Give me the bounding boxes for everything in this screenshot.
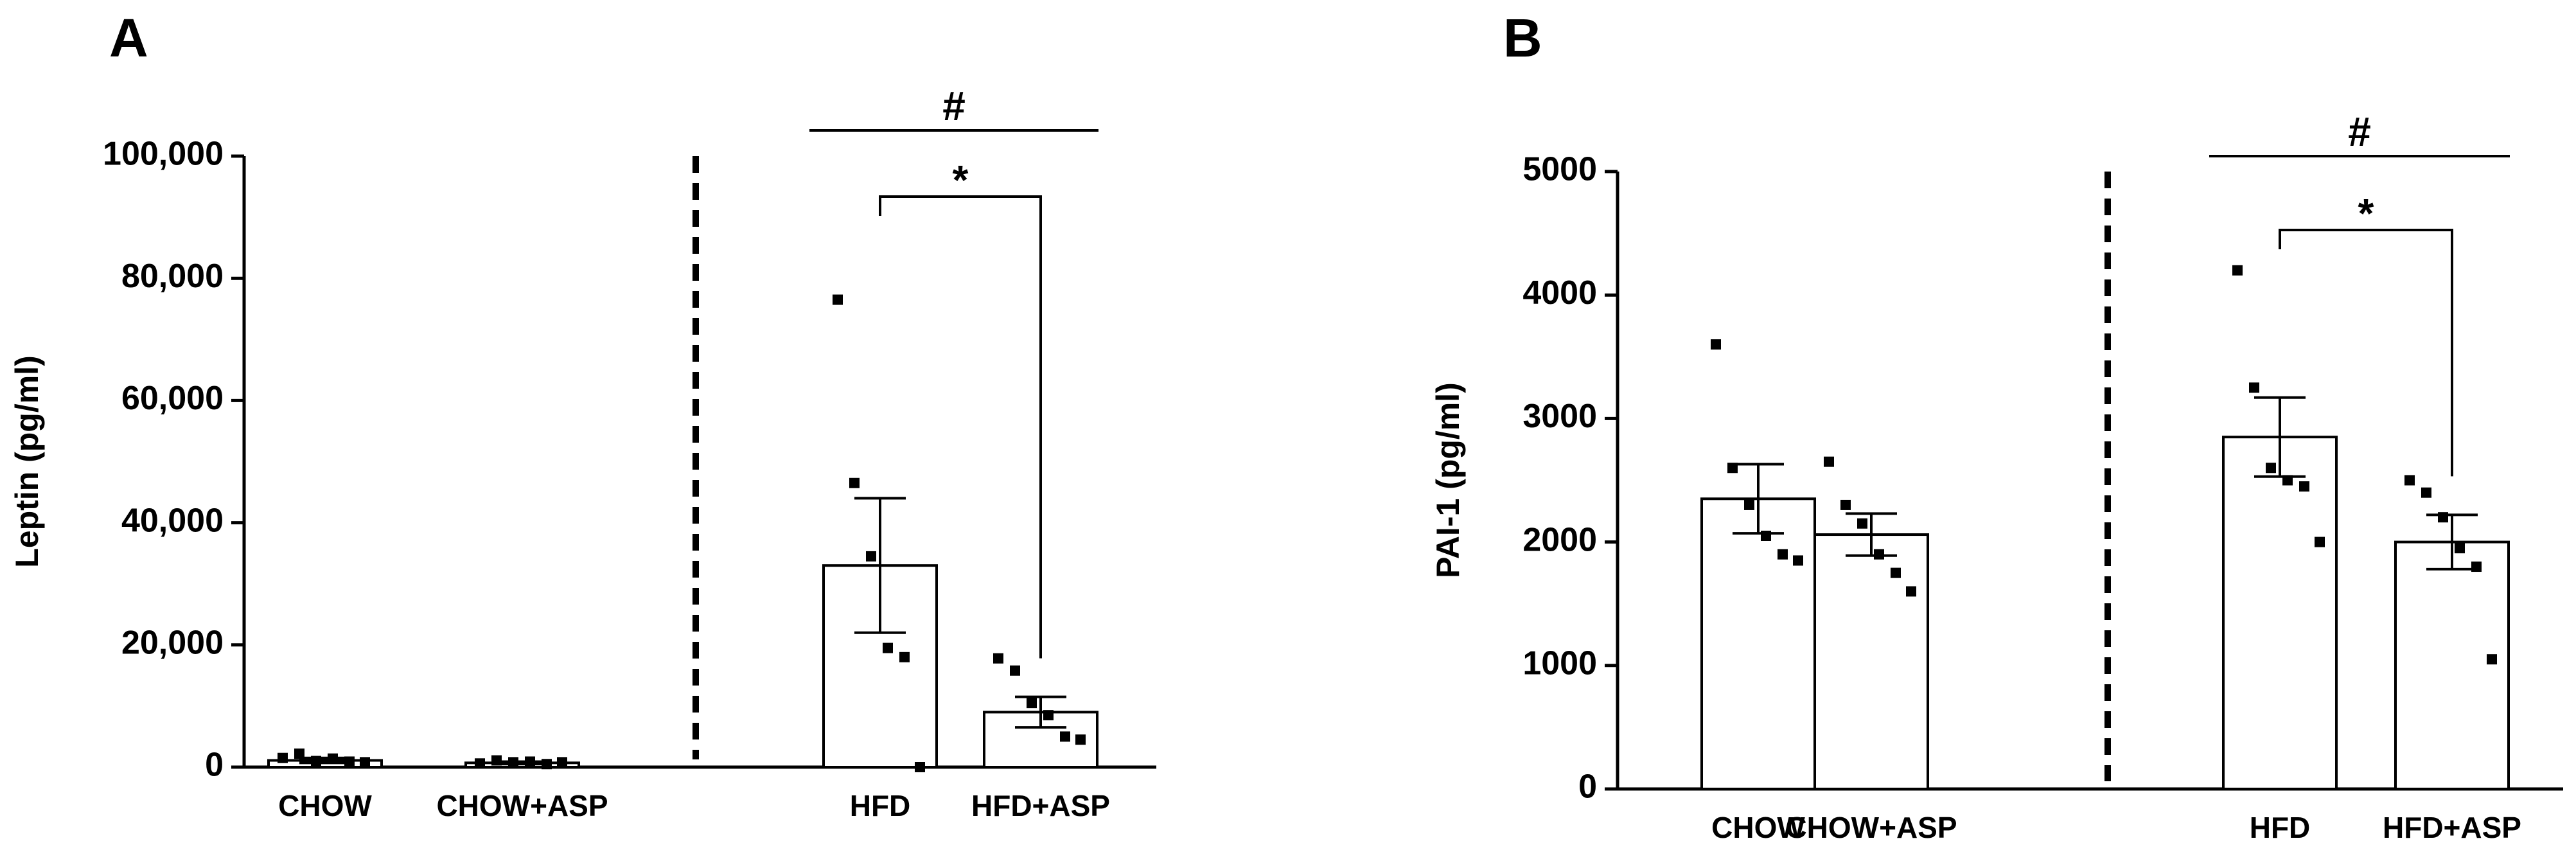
data-point	[344, 756, 355, 767]
y-tick-label: 2000	[1522, 521, 1597, 558]
panel-a-leptin-chart: A Leptin (pg/ml) 0 20,000 40,000 60,000 80,000…	[9, 8, 1156, 822]
data-point	[899, 651, 910, 662]
data-point	[557, 757, 567, 768]
data-point	[525, 756, 535, 767]
category-label: CHOW	[1711, 811, 1805, 844]
data-point	[1744, 499, 1754, 510]
data-point	[1027, 698, 1037, 709]
data-point	[1891, 567, 1901, 578]
data-point	[1857, 518, 1867, 529]
data-point	[542, 759, 552, 770]
data-point	[2266, 463, 2276, 474]
data-point	[1727, 463, 1738, 474]
data-point	[360, 757, 370, 768]
data-point	[294, 748, 304, 759]
panel-letter: A	[109, 8, 148, 68]
data-point	[1010, 665, 1020, 676]
bar-chow	[1700, 497, 1816, 791]
data-point	[2421, 487, 2431, 498]
data-point	[1840, 499, 1851, 510]
data-point	[1711, 339, 1721, 350]
data-point	[1075, 734, 1086, 745]
data-point	[883, 642, 893, 653]
bar-chow-asp	[1813, 533, 1929, 790]
hash-significance-mark: #	[942, 83, 966, 129]
bar-hfd	[2222, 436, 2338, 790]
category-label: CHOW	[278, 789, 372, 822]
y-tick-label: 80,000	[121, 258, 224, 295]
data-point	[866, 551, 876, 562]
y-tick-label: 0	[1578, 768, 1597, 806]
star-significance-bracket	[879, 195, 1042, 659]
star-significance-mark: *	[953, 157, 969, 203]
data-point	[491, 755, 502, 766]
data-point	[1874, 549, 1884, 560]
star-significance-mark: *	[2358, 190, 2374, 236]
data-point	[1824, 456, 1834, 467]
data-point	[2455, 543, 2465, 554]
data-point	[1060, 731, 1070, 742]
data-point	[1906, 586, 1916, 597]
y-tick-label: 5000	[1522, 151, 1597, 188]
data-point	[2471, 562, 2482, 572]
hash-significance-mark: #	[2348, 109, 2371, 155]
y-tick-label: 0	[205, 747, 224, 784]
category-label: HFD+ASP	[971, 789, 1110, 822]
data-point	[915, 762, 925, 772]
data-point	[1778, 549, 1788, 560]
category-label: CHOW+ASP	[1785, 811, 1957, 844]
category-label: HFD	[2250, 811, 2311, 844]
bar-hfd-asp	[2394, 540, 2510, 790]
data-point	[278, 752, 288, 763]
y-axis-title: PAI-1 (pg/ml)	[1430, 382, 1466, 578]
data-point	[1043, 710, 1054, 721]
category-label: CHOW+ASP	[436, 789, 608, 822]
data-point	[993, 653, 1003, 664]
panel-letter: B	[1503, 8, 1542, 68]
category-label: HFD+ASP	[2383, 811, 2521, 844]
data-point	[833, 294, 843, 305]
y-axis-title: Leptin (pg/ml)	[9, 355, 45, 568]
y-tick-label: 100,000	[103, 136, 224, 173]
data-point	[849, 477, 860, 488]
y-tick-label: 20,000	[121, 624, 224, 662]
data-point	[2249, 382, 2259, 393]
data-point	[475, 758, 485, 769]
data-point	[2438, 512, 2448, 523]
y-tick-label: 4000	[1522, 274, 1597, 312]
data-point	[508, 757, 518, 768]
data-point	[2232, 265, 2243, 276]
data-point	[2315, 536, 2325, 547]
data-point	[311, 756, 321, 766]
star-significance-bracket	[2279, 229, 2453, 477]
data-point	[1793, 555, 1803, 566]
data-point	[2404, 475, 2415, 486]
panel-b-pai1-chart: B PAI-1 (pg/ml) 0 1000 2000 3000 4000 5000 CHOWC…	[1430, 8, 2563, 844]
y-tick-label: 60,000	[121, 380, 224, 417]
data-point	[1761, 530, 1771, 541]
category-label: HFD	[850, 789, 911, 822]
data-point	[328, 753, 338, 764]
y-tick-label: 40,000	[121, 502, 224, 539]
data-point	[2282, 475, 2293, 486]
bar-hfd	[822, 564, 938, 768]
y-tick-label: 3000	[1522, 398, 1597, 435]
y-tick-label: 1000	[1522, 645, 1597, 682]
data-point	[2299, 481, 2309, 492]
data-point	[2487, 654, 2497, 665]
